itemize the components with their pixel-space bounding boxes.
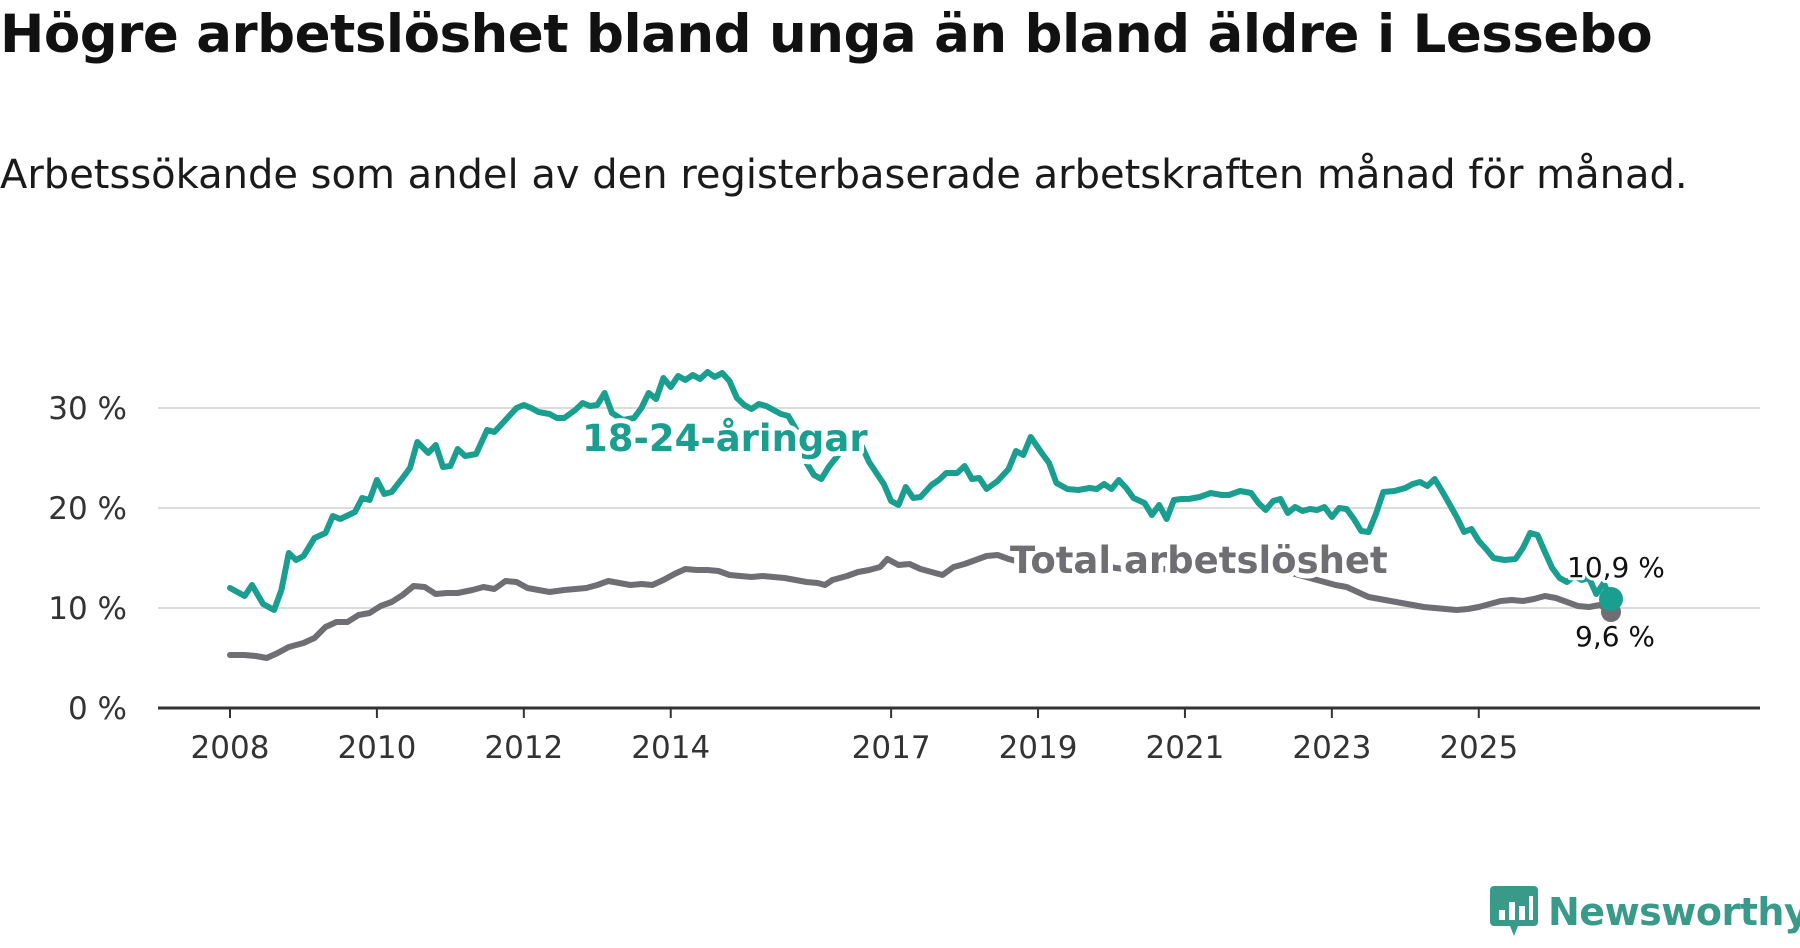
x-tick-label: 2019 <box>999 730 1078 766</box>
line-chart: 0 % 10 % 20 % 30 % 2008 2010 2012 2014 2017 2019 2… <box>48 369 1760 766</box>
end-value-label-youth: 10,9 % <box>1567 551 1665 584</box>
x-tick-label: 2010 <box>337 730 416 766</box>
end-marker-youth <box>1599 587 1623 611</box>
page-title: Högre arbetslöshet bland unga än bland ä… <box>0 4 1653 65</box>
axes: 0 % 10 % 20 % 30 % 2008 2010 2012 2014 2017 2019 2… <box>48 391 1760 766</box>
x-tick-label: 2021 <box>1145 730 1224 766</box>
series-line-total <box>227 549 1614 661</box>
series-label-total: Total arbetslöshet <box>1010 539 1388 582</box>
series-label-youth: 18-24-åringar <box>582 417 868 460</box>
brand-name: Newsworthy <box>1548 890 1800 934</box>
chart-subtitle: Arbetssökande som andel av den registerb… <box>0 152 1688 198</box>
x-tick-label: 2012 <box>484 730 563 766</box>
newsworthy-logo: Newsworthy <box>1490 886 1800 938</box>
x-tick-label: 2023 <box>1292 730 1371 766</box>
y-tick-label: 0 % <box>68 691 127 727</box>
x-tick-label: 2008 <box>191 730 270 766</box>
x-tick-label: 2014 <box>631 730 710 766</box>
series-lines <box>227 369 1623 661</box>
end-value-label-total: 9,6 % <box>1575 620 1655 653</box>
y-tick-label: 30 % <box>48 391 127 427</box>
x-tick-label: 2017 <box>852 730 931 766</box>
gridlines <box>158 407 1760 609</box>
bar-chart-icon <box>1490 886 1538 936</box>
y-tick-label: 20 % <box>48 491 127 527</box>
x-tick-label: 2025 <box>1439 730 1518 766</box>
series-line-youth <box>227 369 1614 613</box>
y-tick-label: 10 % <box>48 591 127 627</box>
series-labels: 18-24-åringar Total arbetslöshet 10,9 % 9,6… <box>577 412 1668 656</box>
